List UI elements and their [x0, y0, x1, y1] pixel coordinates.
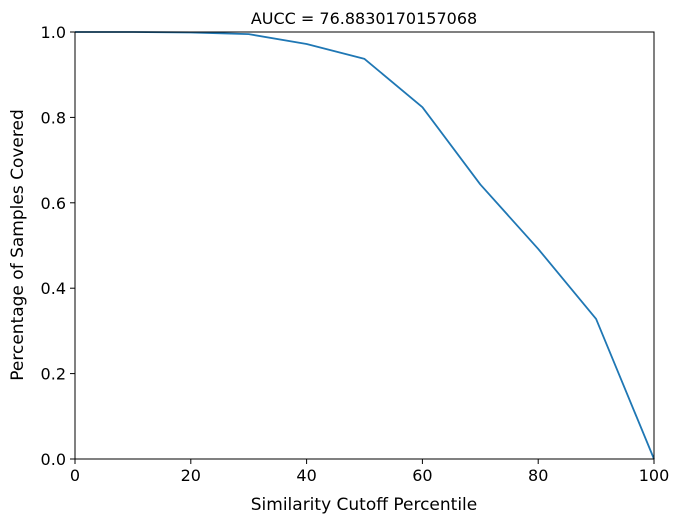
x-axis-label: Similarity Cutoff Percentile [251, 495, 477, 515]
y-tick-label: 1.0 [41, 23, 66, 42]
x-tick-label: 60 [412, 466, 432, 485]
y-tick-label: 0.8 [41, 108, 66, 127]
axis-ticks: 0 20 40 60 80 100 0.0 0.2 0.4 0.6 0.8 1.0 [41, 23, 670, 485]
x-tick-label: 20 [181, 466, 201, 485]
y-tick-label: 0.0 [41, 450, 66, 469]
x-tick-label: 0 [70, 466, 80, 485]
plot-frame [74, 31, 655, 460]
x-tick-label: 40 [296, 466, 316, 485]
x-tick-label: 80 [528, 466, 548, 485]
x-tick-label: 100 [639, 466, 670, 485]
y-tick-label: 0.2 [41, 365, 66, 384]
y-tick-label: 0.6 [41, 194, 66, 213]
series-line [75, 31, 655, 460]
y-axis-label: Percentage of Samples Covered [8, 109, 28, 381]
y-tick-label: 0.4 [41, 279, 66, 298]
chart-title: AUCC = 76.8830170157068 [251, 9, 477, 28]
